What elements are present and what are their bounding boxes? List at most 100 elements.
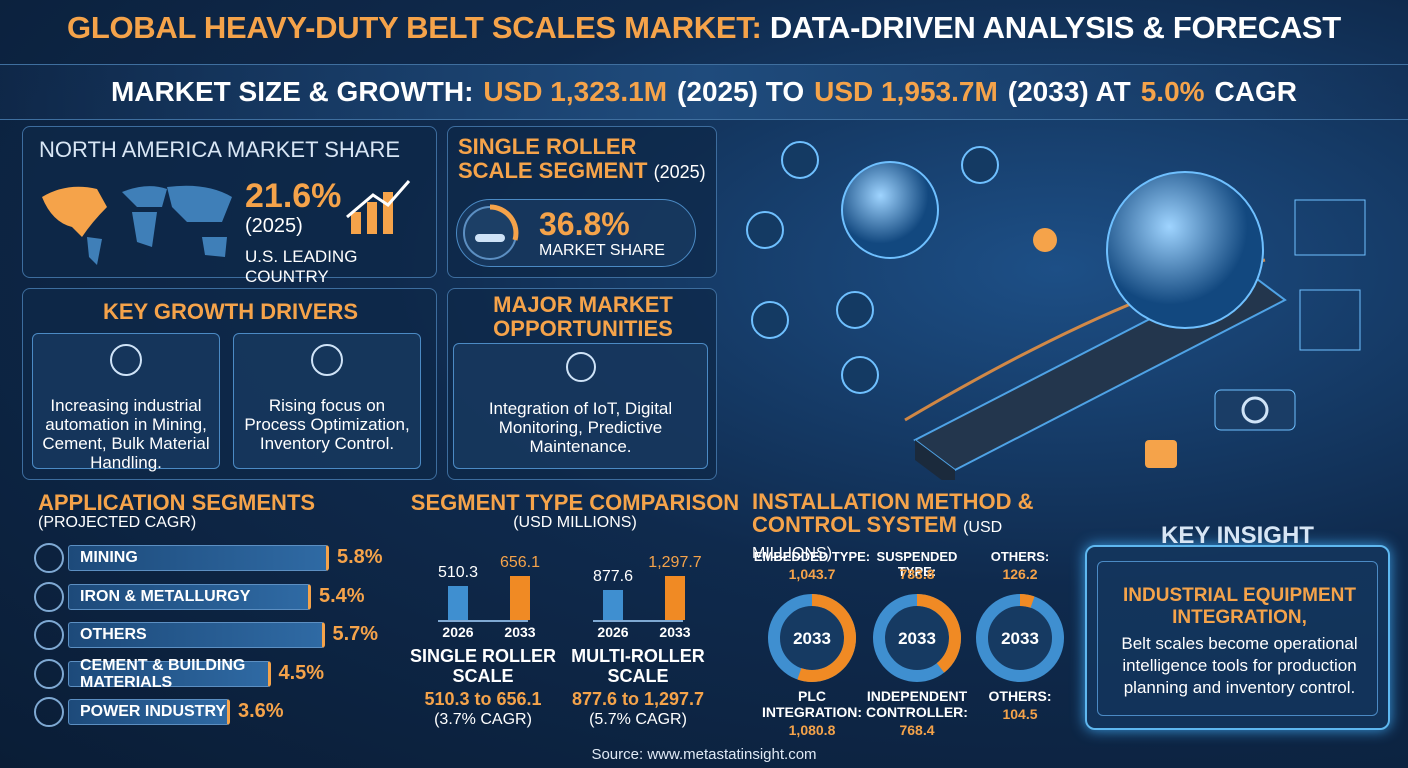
subheader-part: (2025) TO bbox=[677, 76, 805, 107]
segment-range: 510.3 to 656.1 bbox=[424, 689, 542, 709]
donut-label: PLC INTEGRATION: bbox=[761, 688, 863, 720]
insight-title: KEY INSIGHT bbox=[1161, 522, 1314, 549]
app-value: 5.8% bbox=[337, 546, 383, 568]
panel-title: KEY GROWTH DRIVERS bbox=[102, 299, 359, 324]
type-label: OTHERS: bbox=[990, 549, 1050, 564]
donut-label: OTHERS: bbox=[988, 688, 1052, 704]
app-bar bbox=[68, 583, 311, 610]
world-map bbox=[42, 185, 232, 265]
section-subtitle: (PROJECTED CAGR) bbox=[38, 514, 197, 531]
app-bar bbox=[68, 622, 325, 648]
na-panel: NORTH AMERICA MARKET SHARE 21.6% (2025) … bbox=[22, 126, 437, 286]
segment-value: 1,297.7 bbox=[648, 554, 702, 571]
na-year: (2025) bbox=[245, 215, 303, 237]
segment-baseline bbox=[438, 620, 528, 622]
segment-value: 510.3 bbox=[437, 563, 479, 581]
segment-bar bbox=[603, 590, 623, 620]
insight-heading: INDUSTRIAL EQUIPMENT INTEGRATION, bbox=[1123, 585, 1356, 628]
donut-value: 104.5 bbox=[1002, 706, 1038, 722]
opportunity-icon bbox=[566, 352, 596, 382]
donut-arc bbox=[768, 594, 856, 682]
panel-title: NORTH AMERICA MARKET SHARE bbox=[39, 137, 401, 162]
segment-name: SINGLE ROLLER SCALE bbox=[409, 646, 556, 686]
donut-center: 2033 bbox=[793, 629, 831, 648]
share-icon bbox=[463, 204, 519, 260]
app-bar bbox=[68, 660, 271, 687]
donut-arc bbox=[873, 594, 961, 682]
na-note: U.S. LEADING COUNTRY bbox=[245, 247, 358, 286]
subheader-part: 5.0% bbox=[1140, 76, 1205, 107]
driver-icon bbox=[110, 344, 142, 376]
growth-icon bbox=[346, 180, 411, 234]
segment-year: 2033 bbox=[504, 624, 536, 640]
title: GLOBAL HEAVY-DUTY BELT SCALES MARKET: DA… bbox=[0, 10, 1408, 46]
donut-arc bbox=[976, 594, 1064, 682]
segment-year: 2026 bbox=[442, 624, 474, 640]
segment-name: MULTI-ROLLER SCALE bbox=[571, 646, 705, 686]
title-part: DATA-DRIVEN ANALYSIS & FORECAST bbox=[769, 10, 1341, 45]
segment-baseline bbox=[593, 620, 683, 622]
subheader: MARKET SIZE & GROWTH: USD 1,323.1M (2025) … bbox=[0, 64, 1408, 120]
section-title: INSTALLATION METHOD & CONTROL SYSTEM (US… bbox=[752, 490, 1082, 565]
panel-title: SINGLE ROLLER SCALE SEGMENT (2025) bbox=[458, 135, 713, 184]
single-roller-panel: SINGLE ROLLER SCALE SEGMENT (2025) 36.8%… bbox=[447, 126, 717, 278]
panel-title: MAJOR MARKET OPPORTUNITIES bbox=[493, 292, 673, 341]
donut-center: 2033 bbox=[1001, 629, 1039, 648]
type-label: EMBEDDED TYPE: bbox=[753, 549, 871, 564]
illustration bbox=[746, 141, 1366, 480]
segment-year: 2033 bbox=[659, 624, 691, 640]
type-value: 126.2 bbox=[1002, 566, 1038, 582]
share-label: MARKET SHARE bbox=[539, 242, 665, 259]
app-value: 4.5% bbox=[278, 661, 325, 684]
insight-body: Belt scales become operational intellige… bbox=[1121, 634, 1358, 697]
share-pill: 36.8% MARKET SHARE bbox=[456, 199, 696, 267]
type-value: 783.8 bbox=[899, 566, 935, 582]
app-value: 3.6% bbox=[238, 700, 284, 722]
app-label: POWER INDUSTRY bbox=[80, 703, 227, 720]
section-title: APPLICATION SEGMENTS bbox=[38, 490, 316, 515]
donut-label: INDEPENDENT CONTROLLER: bbox=[866, 688, 968, 720]
segment-year: 2026 bbox=[597, 624, 629, 640]
driver-card: Rising focus on Process Optimization, In… bbox=[233, 333, 421, 469]
donut-value: 768.4 bbox=[899, 722, 935, 738]
subheader-part: USD 1,953.7M bbox=[814, 76, 998, 107]
opportunity-text: Integration of IoT, Digital Monitoring, … bbox=[488, 399, 673, 456]
donut-center: 2033 bbox=[898, 629, 936, 648]
section-unit: (USD MILLIONS) bbox=[752, 519, 1003, 562]
app-label: OTHERS bbox=[80, 626, 147, 643]
segment-cagr: (3.7% CAGR) bbox=[434, 711, 532, 728]
segment-range: 877.6 to 1,297.7 bbox=[571, 689, 705, 709]
app-icon bbox=[34, 658, 64, 689]
driver-icon bbox=[311, 344, 343, 376]
type-label: SUSPENDED TYPE: bbox=[876, 549, 958, 579]
app-label: CEMENT & BUILDING MATERIALS bbox=[80, 656, 246, 691]
subheader-part: (2033) AT bbox=[1007, 76, 1131, 107]
driver-card: Increasing industrial automation in Mini… bbox=[32, 333, 220, 472]
driver-text: Increasing industrial automation in Mini… bbox=[42, 396, 210, 472]
segment-cagr: (5.7% CAGR) bbox=[589, 711, 687, 728]
share-value: 36.8% bbox=[539, 206, 630, 242]
segment-bar bbox=[448, 585, 468, 620]
app-value: 5.4% bbox=[319, 584, 365, 607]
app-icon bbox=[34, 581, 64, 612]
insight-inner bbox=[1097, 561, 1378, 716]
section-title-text: INSTALLATION METHOD & CONTROL SYSTEM bbox=[752, 489, 1034, 537]
app-label: IRON & METALLURGY bbox=[80, 587, 251, 605]
app-value: 5.7% bbox=[332, 623, 379, 645]
section-title: SEGMENT TYPE COMPARISON bbox=[410, 490, 740, 515]
type-value: 1,043.7 bbox=[788, 566, 836, 582]
segment-bar bbox=[665, 576, 685, 620]
driver-text: Rising focus on Process Optimization, In… bbox=[244, 396, 410, 453]
segment-bar bbox=[510, 576, 530, 620]
segment-value: 656.1 bbox=[499, 554, 541, 571]
app-bar bbox=[68, 699, 230, 725]
section-subtitle: (USD MILLIONS) bbox=[513, 514, 637, 531]
donut-value: 1,080.8 bbox=[788, 722, 836, 738]
app-icon bbox=[34, 620, 64, 650]
opportunity-card: Integration of IoT, Digital Monitoring, … bbox=[453, 343, 708, 469]
panel-year: (2025) bbox=[653, 162, 706, 182]
segment-value: 877.6 bbox=[592, 568, 634, 586]
panel-title-text: SINGLE ROLLER SCALE SEGMENT bbox=[458, 134, 648, 183]
subheader-part: USD 1,323.1M bbox=[483, 76, 668, 107]
